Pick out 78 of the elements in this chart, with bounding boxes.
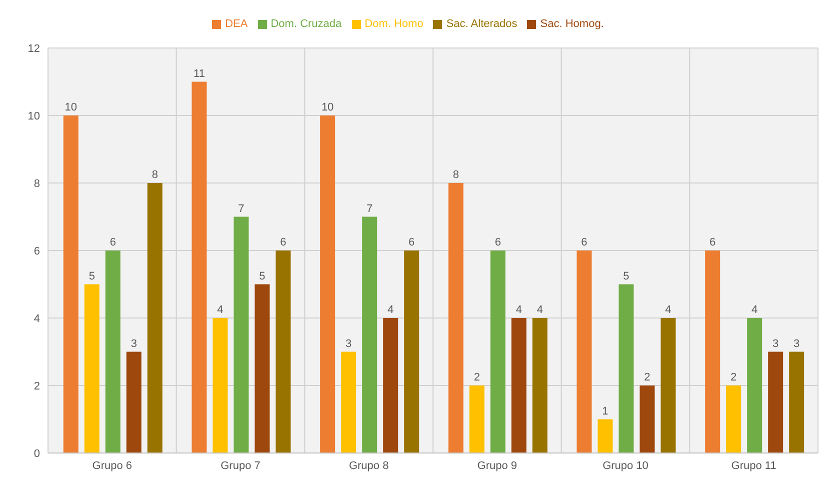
data-label: 8 — [152, 169, 158, 181]
bar — [147, 183, 162, 453]
bar — [84, 284, 100, 453]
legend-label: Sac. Homog. — [540, 18, 604, 30]
bar — [276, 250, 291, 453]
data-label: 3 — [130, 338, 137, 350]
bar — [618, 284, 634, 453]
data-label: 3 — [794, 338, 800, 350]
bar — [705, 250, 720, 453]
bar — [126, 352, 142, 453]
y-tick-label: 8 — [34, 178, 40, 190]
data-label: 10 — [321, 102, 334, 114]
x-tick-label: Grupo 7 — [220, 460, 260, 472]
y-tick-label: 2 — [34, 380, 40, 392]
bar — [362, 216, 378, 453]
data-label: 10 — [64, 102, 78, 114]
bar — [576, 250, 592, 453]
y-tick-label: 10 — [28, 110, 40, 122]
y-tick-label: 12 — [28, 42, 40, 55]
bar — [511, 318, 526, 453]
bar — [254, 284, 270, 453]
bar — [192, 82, 207, 453]
bar — [448, 183, 464, 453]
bar — [234, 216, 249, 453]
data-label: 6 — [581, 236, 588, 248]
data-label: 5 — [88, 270, 95, 282]
bar — [105, 250, 120, 453]
data-label: 11 — [194, 68, 205, 80]
data-label: 4 — [516, 304, 522, 316]
data-label: 3 — [772, 338, 779, 350]
bar — [768, 352, 784, 453]
bar — [212, 318, 228, 453]
x-tick-label: Grupo 6 — [92, 460, 132, 472]
data-label: 7 — [238, 202, 244, 215]
bar — [789, 352, 804, 453]
data-label: 4 — [665, 304, 672, 316]
data-label: 4 — [217, 304, 224, 316]
data-label: 5 — [259, 270, 266, 282]
bar — [598, 419, 613, 453]
data-label: 4 — [752, 304, 758, 316]
data-label: 2 — [474, 372, 480, 384]
bar — [469, 386, 484, 453]
x-tick-label: Grupo 10 — [602, 460, 648, 472]
data-label: 3 — [346, 338, 352, 350]
data-label: 7 — [366, 202, 373, 215]
data-label: 8 — [452, 169, 459, 181]
bar — [383, 318, 398, 453]
legend-label: Sac. Alterados — [446, 18, 518, 30]
data-label: 4 — [388, 304, 394, 316]
data-label: 1 — [602, 405, 608, 418]
data-label: 6 — [408, 236, 415, 248]
data-label: 6 — [110, 236, 116, 248]
bar — [63, 116, 78, 453]
bar — [532, 318, 548, 453]
data-label: 6 — [494, 236, 501, 248]
y-tick-label: 4 — [34, 312, 40, 325]
x-tick-label: Grupo 11 — [731, 460, 776, 472]
bar — [747, 318, 762, 453]
y-tick-label: 0 — [34, 448, 40, 460]
data-label: 2 — [644, 372, 650, 384]
data-label: 6 — [710, 236, 716, 248]
data-label: 2 — [730, 372, 737, 384]
data-label: 5 — [623, 270, 630, 282]
bar — [726, 386, 742, 453]
legend-label: Dom. Homo — [364, 18, 424, 30]
x-tick-label: Grupo 8 — [348, 460, 389, 472]
x-tick-label: Grupo 9 — [477, 460, 518, 472]
y-tick-label: 6 — [34, 245, 40, 258]
bar — [404, 250, 420, 453]
legend-label: DEA — [225, 18, 248, 30]
bar — [341, 352, 356, 453]
data-label: 6 — [280, 236, 286, 248]
legend-label: Dom. Cruzada — [270, 18, 342, 30]
bar — [660, 318, 676, 453]
data-label: 4 — [536, 304, 543, 316]
bar — [320, 116, 336, 453]
bar — [490, 250, 506, 453]
bar — [640, 386, 655, 453]
